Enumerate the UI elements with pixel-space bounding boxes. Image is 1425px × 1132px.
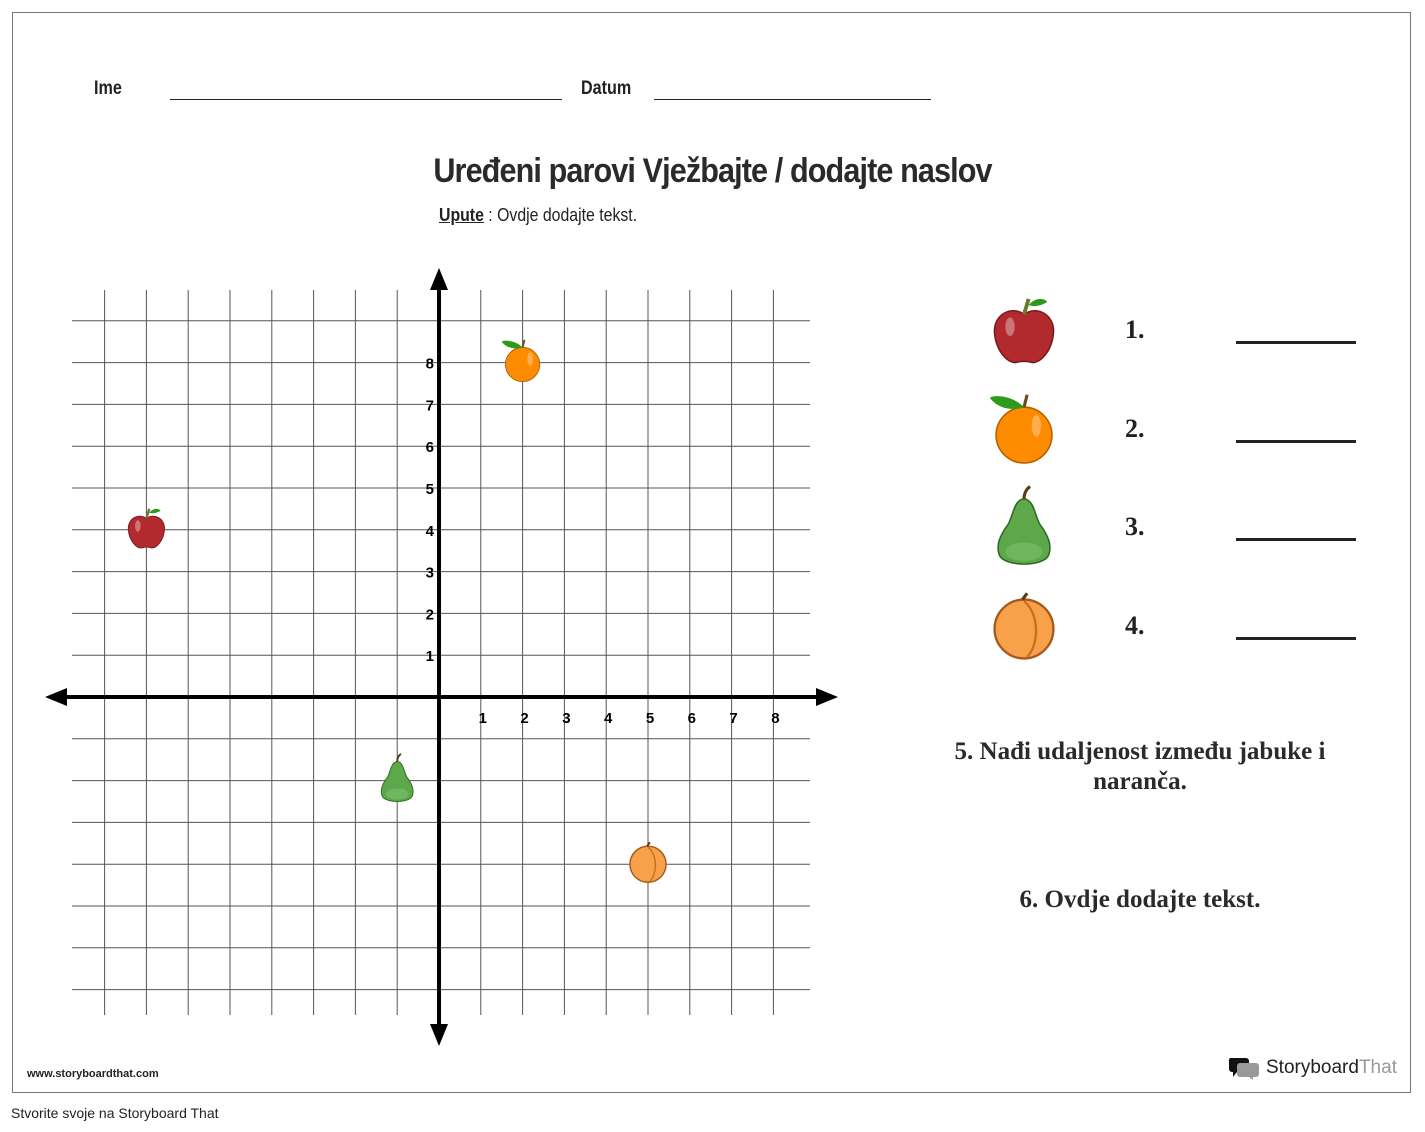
orange-point-icon — [501, 339, 541, 383]
date-field[interactable] — [654, 99, 931, 100]
answer-3-fruit — [997, 485, 1051, 565]
answer-number: 4. — [1125, 610, 1145, 640]
x-tick-label: 5 — [646, 710, 654, 727]
y-axis-arrow-up — [430, 268, 448, 290]
y-tick-label: 8 — [426, 356, 434, 373]
x-tick-label: 6 — [688, 710, 696, 727]
x-tick-label: 8 — [771, 710, 779, 727]
x-tick-label: 2 — [520, 710, 528, 727]
y-tick-label: 2 — [426, 606, 434, 623]
instructions: Upute : Ovdje dodajte tekst. — [439, 205, 637, 226]
y-tick-label: 7 — [426, 397, 434, 414]
y-tick-label: 4 — [426, 523, 435, 540]
question-5: 5. Nađi udaljenost između jabuke i naran… — [954, 738, 1326, 795]
instructions-text: Ovdje dodajte tekst. — [497, 205, 638, 225]
apple-point-icon — [127, 508, 165, 549]
answer-number: 2. — [1125, 413, 1145, 443]
peach-icon — [993, 591, 1055, 660]
answer-number: 1. — [1125, 315, 1145, 344]
credit-text: Stvorite svoje na Storyboard That — [11, 1105, 219, 1121]
x-axis-arrow-right — [816, 688, 838, 706]
website-url: www.storyboardthat.com — [27, 1068, 159, 1080]
answer-line[interactable] — [1236, 439, 1356, 443]
logo-text-that: That — [1358, 1057, 1397, 1078]
speech-bubbles-icon — [1228, 1058, 1259, 1080]
y-tick-label: 6 — [426, 439, 434, 456]
pear-point-icon — [380, 753, 414, 802]
storyboardthat-logo: StoryboardThat — [1228, 1055, 1397, 1081]
name-field[interactable] — [170, 99, 562, 100]
answer-4-fruit — [993, 591, 1055, 660]
x-axis-arrow-left — [45, 688, 67, 706]
logo-text-storyboard: Storyboard — [1266, 1057, 1359, 1078]
x-tick-label: 7 — [729, 710, 737, 727]
grid-lines — [72, 290, 810, 1015]
answer-2-fruit — [989, 393, 1053, 464]
x-tick-label: 4 — [604, 710, 613, 727]
instructions-label: Upute — [439, 205, 484, 225]
instructions-separator: : — [483, 205, 498, 225]
peach-point-icon — [629, 841, 667, 883]
pear-icon — [997, 485, 1051, 565]
answer-1-fruit — [993, 298, 1055, 364]
question-6: 6. Ovdje dodajte tekst. — [1019, 886, 1261, 913]
answer-line[interactable] — [1236, 538, 1356, 541]
y-tick-label: 5 — [426, 481, 434, 498]
answer-line[interactable] — [1236, 636, 1356, 640]
worksheet — [12, 12, 1411, 1093]
answer-number: 3. — [1125, 512, 1145, 541]
y-axis-arrow-down — [430, 1024, 448, 1046]
apple-icon — [993, 298, 1055, 364]
answer-line[interactable] — [1236, 341, 1356, 344]
y-tick-label: 1 — [426, 648, 434, 665]
orange-icon — [989, 393, 1053, 464]
x-tick-label: 1 — [479, 710, 487, 727]
y-tick-label: 3 — [426, 565, 434, 582]
date-label: Datum — [581, 78, 632, 99]
x-tick-label: 3 — [562, 710, 570, 727]
name-label: Ime — [94, 78, 122, 99]
page-title: Uređeni parovi Vježbajte / dodajte naslo… — [433, 152, 992, 190]
